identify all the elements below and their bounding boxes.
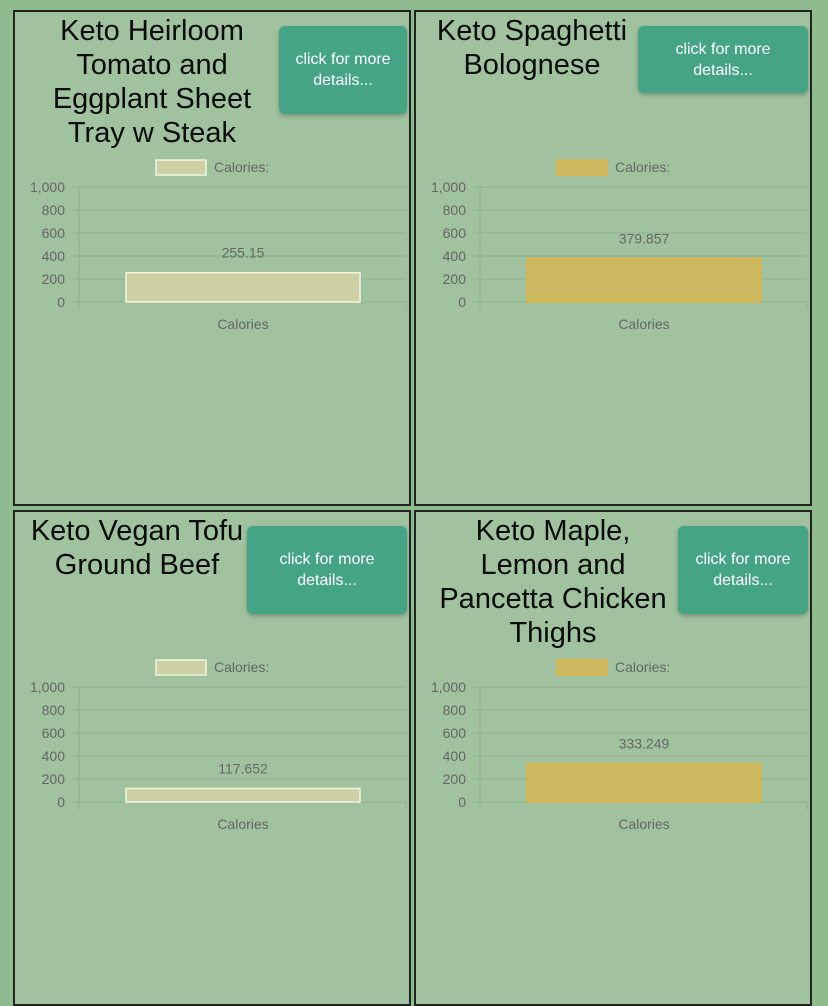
y-tick-label: 200 [443, 271, 467, 287]
x-category-label: Calories [217, 316, 268, 332]
y-tick-label: 200 [443, 771, 467, 787]
legend-swatch [155, 159, 207, 176]
y-tick-label: 800 [42, 202, 66, 218]
y-tick-label: 400 [443, 248, 467, 264]
calories-bar [125, 271, 361, 303]
legend-swatch [556, 659, 608, 676]
more-details-button[interactable]: click for more details... [279, 26, 407, 114]
y-tick-label: 600 [42, 225, 66, 241]
y-tick-label: 0 [458, 294, 466, 310]
y-tick-label: 800 [443, 202, 467, 218]
recipe-card-2: Keto Spaghetti Bolognese click for more … [414, 10, 812, 506]
calories-chart: Calories: 1,000 800 600 400 200 0 379.857 Calori… [431, 159, 808, 332]
y-tick-label: 0 [57, 294, 65, 310]
more-details-button[interactable]: click for more details... [638, 26, 808, 93]
bar-data-label: 255.15 [222, 245, 265, 261]
recipe-title: Keto Heirloom Tomato and Eggplant Sheet … [52, 15, 252, 149]
y-tick-label: 800 [42, 702, 66, 718]
y-tick-label: 1,000 [431, 679, 466, 695]
y-tick-label: 1,000 [431, 179, 466, 195]
y-tick-label: 600 [443, 725, 467, 741]
legend-label: Calories: [214, 159, 269, 175]
legend-label: Calories: [214, 659, 269, 675]
legend-swatch [155, 659, 207, 676]
more-details-button[interactable]: click for more details... [678, 526, 808, 614]
calories-chart: Calories: 1,000 800 600 400 200 0 117.652 Calori… [30, 659, 407, 832]
recipe-card-1: Keto Heirloom Tomato and Eggplant Sheet … [13, 10, 411, 506]
x-category-label: Calories [217, 816, 268, 832]
x-category-label: Calories [618, 316, 669, 332]
y-tick-label: 1,000 [30, 179, 65, 195]
y-tick-label: 800 [443, 702, 467, 718]
calories-bar [526, 762, 762, 803]
more-details-button[interactable]: click for more details... [247, 526, 407, 614]
recipe-title: Keto Spaghetti Bolognese [436, 15, 628, 81]
calories-bar [125, 787, 361, 803]
y-tick-label: 1,000 [30, 679, 65, 695]
y-tick-label: 400 [443, 748, 467, 764]
legend-swatch [556, 159, 608, 176]
y-tick-label: 400 [42, 748, 66, 764]
y-tick-label: 600 [42, 725, 66, 741]
bar-data-label: 117.652 [218, 760, 268, 776]
calories-chart: Calories: 1,000 800 600 400 200 0 333.249 Calori… [431, 659, 808, 832]
recipe-card-3: Keto Vegan Tofu Ground Beef click for mo… [13, 510, 411, 1006]
bar-data-label: 333.249 [619, 736, 670, 752]
calories-bar [526, 257, 762, 303]
y-tick-label: 0 [57, 794, 65, 810]
x-category-label: Calories [618, 816, 669, 832]
y-tick-label: 600 [443, 225, 467, 241]
bar-data-label: 379.857 [619, 230, 670, 246]
recipe-card-4: Keto Maple, Lemon and Pancetta Chicken T… [414, 510, 812, 1006]
y-tick-label: 0 [458, 794, 466, 810]
calories-chart: Calories: 1,000 800 600 400 200 0 255.15 Calorie… [30, 159, 407, 332]
y-tick-label: 200 [42, 271, 66, 287]
legend-label: Calories: [615, 159, 670, 175]
legend-label: Calories: [615, 659, 670, 675]
y-tick-label: 200 [42, 771, 66, 787]
recipe-title: Keto Maple, Lemon and Pancetta Chicken T… [439, 515, 667, 649]
y-tick-label: 400 [42, 248, 66, 264]
recipe-title: Keto Vegan Tofu Ground Beef [30, 515, 244, 581]
